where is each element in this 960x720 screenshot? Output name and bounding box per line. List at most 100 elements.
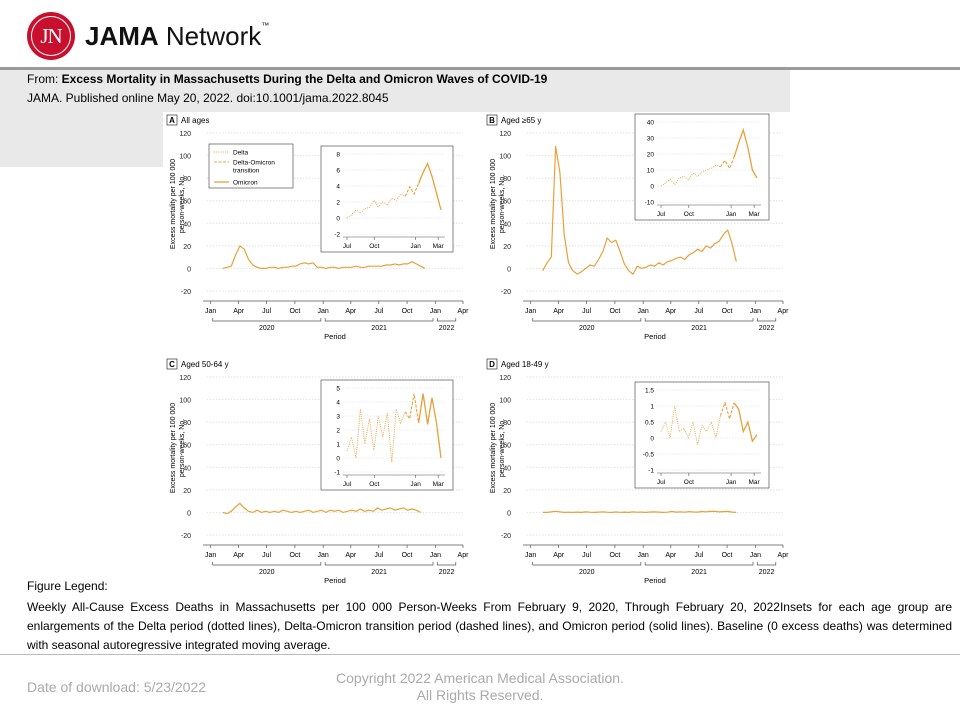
x-tick-label: Apr: [778, 308, 790, 315]
x-axis-label: Period: [324, 332, 346, 341]
inset-transition-line: [404, 183, 420, 197]
jama-network-logo[interactable]: JN JAMA Network™: [27, 12, 269, 60]
source-line: From: Excess Mortality in Massachusetts …: [27, 72, 547, 86]
x-tick-label: Jan: [750, 552, 761, 559]
inset-x-tick-label: Jan: [410, 243, 421, 250]
y-tick-label: 80: [183, 420, 191, 427]
y-axis-label-line-1: Excess mortality per 100 000: [170, 403, 177, 493]
year-bracket: [436, 562, 457, 566]
y-tick-label: -20: [501, 533, 511, 540]
inset-y-tick-label: -1: [334, 470, 340, 477]
y-tick-label: 60: [503, 199, 511, 206]
figure-legend-text: Weekly All-Cause Excess Deaths in Massac…: [27, 600, 952, 652]
inset-frame: [320, 145, 454, 253]
y-tick-label: 0: [187, 266, 191, 273]
y-axis-label: Excess mortality per 100 000 person-weeks…: [490, 159, 506, 249]
y-axis-label: Excess mortality per 100 000 person-weeks…: [490, 403, 506, 493]
y-tick-label: 60: [183, 443, 191, 450]
inset-x-tick-label: Oct: [369, 481, 379, 488]
inset-y-tick-label: 4: [336, 400, 340, 407]
year-bracket: [436, 318, 457, 322]
x-tick-label: Jul: [694, 552, 703, 559]
x-tick-label: Jan: [638, 552, 649, 559]
year-bracket: [644, 318, 754, 322]
inset-y-tick-label: 6: [336, 168, 340, 175]
y-tick-label: 120: [179, 131, 191, 138]
inset-x-tick-label: Jan: [726, 479, 737, 486]
inset-delta-line: [346, 408, 406, 463]
panel-D-inset: -1 -0.5 0 0.5 1 1.5 Jul Oct Jan Mar: [634, 381, 770, 489]
panel-B-letter: B: [489, 116, 495, 125]
main-series-line: [222, 502, 421, 515]
y-axis-label-line-2: person-weeks, No.: [499, 419, 506, 477]
x-tick-label: Apr: [553, 552, 565, 559]
x-tick-label: Oct: [402, 308, 413, 315]
x-tick-label: Apr: [345, 552, 357, 559]
main-series-line: [542, 145, 737, 275]
inset-omicron-line: [417, 161, 442, 211]
y-tick-label: 120: [499, 375, 511, 382]
inset-x-tick-label: Jul: [657, 479, 666, 486]
logo-wordmark: JAMA Network™: [85, 21, 269, 52]
year-label: 2021: [371, 569, 387, 576]
x-tick-label: Oct: [402, 552, 413, 559]
article-title[interactable]: Excess Mortality in Massachusetts During…: [61, 72, 548, 86]
y-tick-label: 40: [503, 465, 511, 472]
copyright-line-2: All Rights Reserved.: [416, 687, 544, 703]
y-axis-label-line-2: person-weeks, No.: [179, 419, 186, 477]
inset-omicron-line: [417, 393, 442, 459]
inset-delta-line: [660, 405, 721, 445]
inset-omicron-line: [733, 127, 758, 179]
y-axis-label-line-1: Excess mortality per 100 000: [170, 159, 177, 249]
x-axis-label: Period: [644, 332, 666, 341]
y-tick-label: 100: [179, 154, 191, 161]
x-tick-label: Oct: [289, 308, 300, 315]
logo-rest-text: Network: [158, 20, 262, 51]
legend-label-line-1: Delta-Omicron: [233, 160, 275, 167]
inset-y-tick-label: 2: [336, 200, 340, 207]
y-tick-label: -20: [181, 289, 191, 296]
citation: JAMA. Published online May 20, 2022. doi…: [27, 91, 389, 105]
panel-A-inset: -2 0 2 4 6 8 Jul Oct Jan Mar: [320, 145, 454, 253]
inset-y-tick-label: 1.5: [645, 388, 654, 395]
inset-x-tick-label: Mar: [749, 479, 761, 486]
y-tick-label: 0: [187, 510, 191, 517]
y-axis-label: Excess mortality per 100 000 person-weeks…: [170, 159, 186, 249]
year-label: 2022: [439, 325, 455, 332]
series-legend: Delta Delta-Omicron transition Omicron: [208, 143, 294, 189]
x-tick-label: Apr: [665, 552, 677, 559]
inset-y-tick-label: 10: [647, 168, 655, 175]
inset-y-tick-label: 8: [336, 152, 340, 159]
x-tick-label: Jan: [750, 308, 761, 315]
legend-label-line-2: transition: [233, 168, 260, 175]
inset-x-tick-label: Oct: [684, 211, 694, 218]
year-bracket: [532, 318, 642, 322]
panel-D-letter: D: [489, 360, 495, 369]
y-tick-label: 40: [183, 465, 191, 472]
x-tick-label: Oct: [289, 552, 300, 559]
inset-y-tick-label: 0: [336, 456, 340, 463]
x-tick-label: Apr: [458, 552, 470, 559]
x-tick-label: Apr: [778, 552, 790, 559]
x-tick-label: Jan: [430, 308, 441, 315]
year-bracket: [324, 318, 434, 322]
x-tick-label: Jul: [374, 552, 383, 559]
inset-y-tick-label: 0: [650, 436, 654, 443]
panel-C-title: Aged 50-64 y: [181, 360, 229, 369]
x-tick-label: Apr: [345, 308, 357, 315]
x-axis-label: Period: [644, 576, 666, 585]
year-bracket: [212, 562, 322, 566]
y-tick-label: -20: [181, 533, 191, 540]
inset-x-tick-label: Jul: [343, 481, 352, 488]
y-axis-label-line-2: person-weeks, No.: [499, 175, 506, 233]
panel-A-letter: A: [169, 116, 175, 125]
x-tick-label: Jul: [582, 308, 591, 315]
inset-x-tick-label: Mar: [433, 481, 445, 488]
y-axis-label: Excess mortality per 100 000 person-weeks…: [170, 403, 186, 493]
x-tick-label: Apr: [553, 308, 565, 315]
panel-B-letter-box: [486, 114, 498, 126]
download-date: Date of download: 5/23/2022: [27, 679, 207, 695]
